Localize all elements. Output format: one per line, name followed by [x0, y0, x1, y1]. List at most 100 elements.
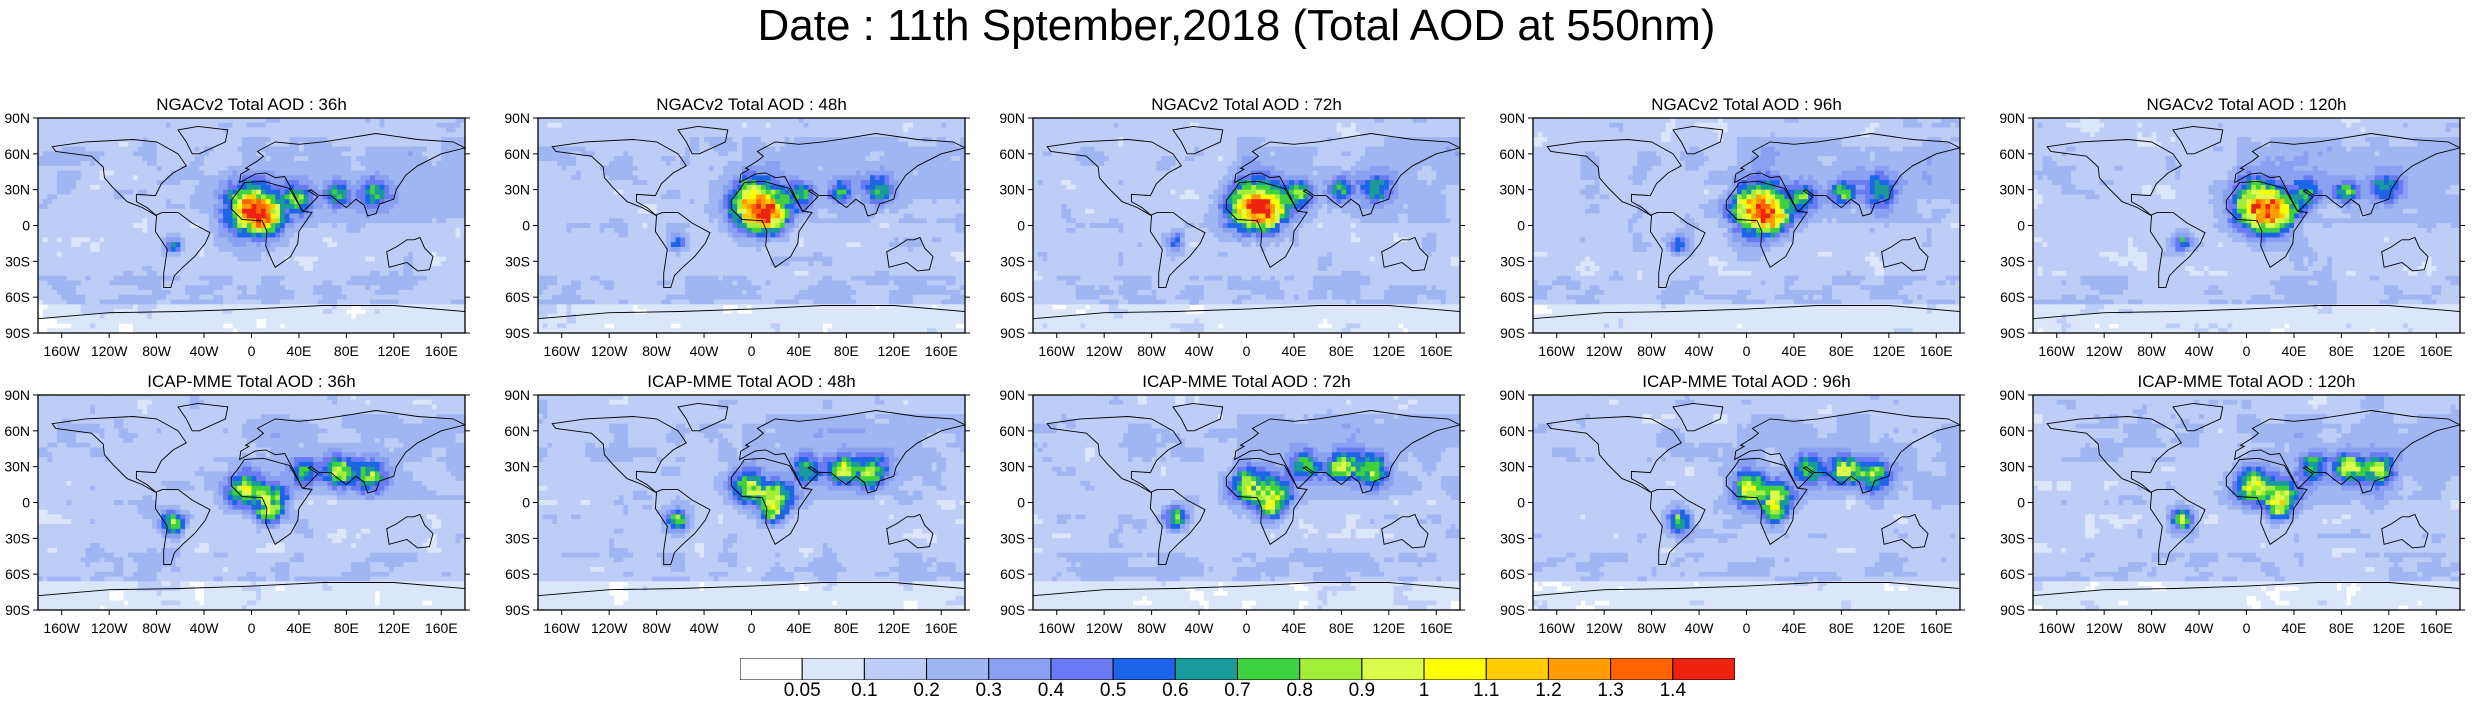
- colorbar-swatch: [1051, 658, 1113, 680]
- lat-tick-label: 60S: [2000, 289, 2025, 305]
- lat-tick-label: 60N: [1999, 423, 2025, 439]
- lat-tick-label: 90S: [1500, 325, 1525, 341]
- aod-field: [38, 395, 465, 610]
- lon-tick-label: 80W: [1637, 620, 1667, 636]
- lon-tick-label: 120E: [877, 620, 910, 636]
- lon-tick-label: 40W: [690, 343, 720, 359]
- lon-tick-label: 40W: [1185, 620, 1215, 636]
- lat-tick-label: 60S: [5, 566, 30, 582]
- lat-tick-label: 60S: [1000, 289, 1025, 305]
- lon-tick-label: 0: [1243, 620, 1251, 636]
- lon-tick-label: 0: [748, 343, 756, 359]
- lon-tick-label: 160W: [1038, 343, 1075, 359]
- lat-tick-label: 90S: [1500, 602, 1525, 618]
- lon-tick-label: 80E: [334, 620, 359, 636]
- lat-tick-label: 0: [2017, 218, 2025, 234]
- lon-tick-label: 160E: [925, 343, 958, 359]
- colorbar-swatch: [1113, 658, 1175, 680]
- lat-tick-label: 0: [2017, 495, 2025, 511]
- colorbar-label: 0.8: [1286, 680, 1312, 702]
- lat-tick-label: 90S: [2000, 602, 2025, 618]
- colorbar-label: 0.4: [1038, 680, 1064, 702]
- lon-tick-label: 40W: [1185, 343, 1215, 359]
- lon-tick-label: 120E: [877, 343, 910, 359]
- lon-tick-label: 0: [2243, 343, 2251, 359]
- lon-tick-label: 80W: [1137, 620, 1167, 636]
- lat-tick-label: 30N: [4, 182, 30, 198]
- lat-tick-label: 30S: [505, 530, 530, 546]
- lat-tick-label: 0: [1517, 218, 1525, 234]
- aod-field: [538, 118, 965, 333]
- lat-tick-label: 90N: [504, 110, 530, 126]
- lat-tick-label: 30N: [999, 459, 1025, 475]
- lat-tick-label: 60N: [999, 423, 1025, 439]
- lat-tick-label: 0: [522, 218, 530, 234]
- aod-field: [538, 395, 965, 610]
- lon-tick-label: 0: [748, 620, 756, 636]
- lat-tick-label: 30S: [5, 530, 30, 546]
- lon-tick-label: 160E: [2420, 620, 2453, 636]
- lat-tick-label: 90N: [999, 110, 1025, 126]
- colorbar: [740, 658, 1735, 680]
- lon-tick-label: 40W: [190, 620, 220, 636]
- lon-tick-label: 80W: [1137, 343, 1167, 359]
- lat-tick-label: 90S: [1000, 602, 1025, 618]
- lon-tick-label: 40W: [2185, 620, 2215, 636]
- colorbar-label: 1.2: [1535, 680, 1561, 702]
- lat-tick-label: 30N: [1999, 459, 2025, 475]
- lon-tick-label: 80E: [334, 343, 359, 359]
- lat-tick-label: 60S: [505, 289, 530, 305]
- lat-tick-label: 30N: [504, 182, 530, 198]
- lat-tick-label: 0: [1017, 495, 1025, 511]
- colorbar-swatch: [740, 658, 802, 680]
- lon-tick-label: 120W: [2086, 343, 2123, 359]
- lon-tick-label: 0: [1743, 343, 1751, 359]
- lon-tick-label: 120E: [377, 620, 410, 636]
- lon-tick-label: 80E: [1829, 343, 1854, 359]
- lat-tick-label: 60N: [1499, 146, 1525, 162]
- lat-tick-label: 30N: [504, 459, 530, 475]
- lat-tick-label: 60S: [5, 289, 30, 305]
- lon-tick-label: 120E: [377, 343, 410, 359]
- lon-tick-label: 40W: [1685, 620, 1715, 636]
- lat-tick-label: 90S: [2000, 325, 2025, 341]
- lon-tick-label: 40E: [2281, 343, 2306, 359]
- lon-tick-label: 160E: [1920, 343, 1953, 359]
- lat-tick-label: 0: [22, 495, 30, 511]
- lat-tick-label: 60S: [2000, 566, 2025, 582]
- lat-tick-label: 30N: [4, 459, 30, 475]
- lon-tick-label: 120W: [591, 343, 628, 359]
- lat-tick-label: 60N: [4, 146, 30, 162]
- lat-tick-label: 30N: [1499, 459, 1525, 475]
- lon-tick-label: 40W: [690, 620, 720, 636]
- lon-tick-label: 120E: [1372, 620, 1405, 636]
- colorbar-swatch: [1300, 658, 1362, 680]
- colorbar-label: 0.2: [913, 680, 939, 702]
- colorbar-label: 1.1: [1473, 680, 1499, 702]
- lat-tick-label: 90S: [1000, 325, 1025, 341]
- lon-tick-label: 80E: [834, 343, 859, 359]
- colorbar-label: 0.6: [1162, 680, 1188, 702]
- colorbar-label: 0.05: [784, 680, 821, 702]
- colorbar-swatch: [802, 658, 864, 680]
- colorbar-label: 1.3: [1597, 680, 1623, 702]
- lon-tick-label: 160E: [1420, 343, 1453, 359]
- lat-tick-label: 90N: [1499, 387, 1525, 403]
- lon-tick-label: 80E: [1329, 343, 1354, 359]
- lat-tick-label: 90S: [5, 602, 30, 618]
- lon-tick-label: 80E: [834, 620, 859, 636]
- lon-tick-label: 120W: [2086, 620, 2123, 636]
- lon-tick-label: 80W: [1637, 343, 1667, 359]
- colorbar-swatch: [864, 658, 926, 680]
- lat-tick-label: 30N: [999, 182, 1025, 198]
- lat-tick-label: 30S: [1000, 253, 1025, 269]
- colorbar-label: 0.7: [1224, 680, 1250, 702]
- lon-tick-label: 160E: [1420, 620, 1453, 636]
